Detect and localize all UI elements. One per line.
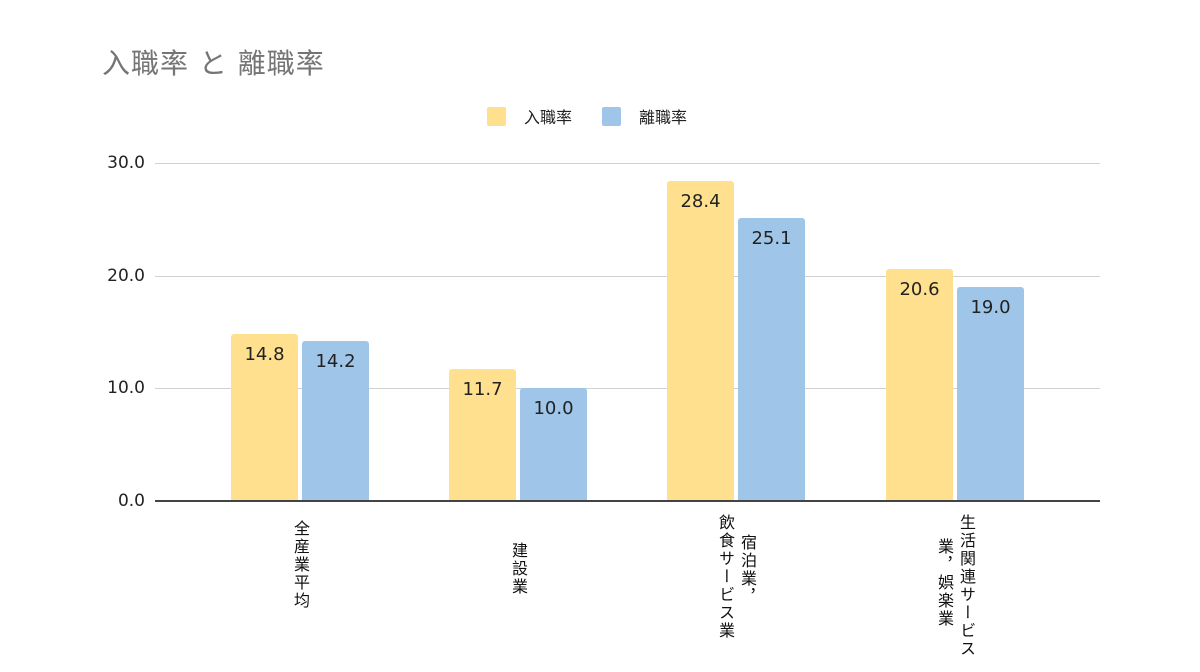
- bar-value-label: 10.0: [533, 398, 574, 419]
- bar-value-label: 14.2: [315, 351, 356, 372]
- bar-value-label: 11.7: [462, 379, 503, 400]
- legend: 入職率 離職率: [487, 104, 717, 128]
- bar[interactable]: 19.0: [957, 287, 1024, 501]
- bar-value-label: 20.6: [899, 279, 940, 300]
- x-category-label-column: 業，娯楽業: [935, 538, 954, 628]
- chart-title: 入職率 と 離職率: [102, 47, 325, 80]
- bar[interactable]: 11.7: [449, 369, 516, 501]
- x-category-label: 建設業: [509, 542, 528, 596]
- x-category-label-column: 飲食サービス業: [716, 514, 735, 640]
- legend-item-hire-rate: 入職率: [487, 104, 572, 128]
- x-category-label-column: 生活関連サービス: [957, 514, 976, 658]
- bar-value-label: 28.4: [680, 191, 721, 212]
- bar[interactable]: 28.4: [667, 181, 734, 501]
- bar[interactable]: 10.0: [520, 388, 587, 501]
- y-tick-label: 30.0: [107, 153, 145, 173]
- gridline: [155, 388, 1100, 389]
- bar[interactable]: 14.8: [231, 334, 298, 501]
- legend-swatch-hire-rate: [487, 106, 506, 126]
- x-axis-baseline: [155, 500, 1100, 502]
- x-category-label-column: 建設業: [509, 542, 528, 596]
- x-category-label: 全産業平均: [291, 520, 310, 610]
- gridline: [155, 163, 1100, 164]
- y-tick-label: 10.0: [107, 378, 145, 398]
- gridline: [155, 276, 1100, 277]
- bar[interactable]: 20.6: [886, 269, 953, 501]
- x-category-label-column: 宿泊業，: [738, 534, 757, 606]
- bar-value-label: 25.1: [751, 228, 792, 249]
- x-category-label: 生活関連サービス 業，娯楽業: [935, 514, 976, 658]
- legend-swatch-separation-rate: [602, 106, 622, 126]
- x-category-label-column: 全産業平均: [291, 520, 310, 610]
- legend-item-separation-rate: 離職率: [602, 104, 687, 128]
- legend-label: 入職率: [524, 108, 573, 127]
- bar-value-label: 14.8: [244, 344, 285, 365]
- bar[interactable]: 14.2: [302, 341, 369, 501]
- x-category-label: 宿泊業， 飲食サービス業: [716, 514, 757, 640]
- y-tick-label: 20.0: [107, 266, 145, 286]
- bar-value-label: 19.0: [970, 297, 1011, 318]
- y-tick-label: 0.0: [117, 491, 145, 511]
- bar[interactable]: 25.1: [738, 218, 805, 501]
- legend-label: 離職率: [639, 108, 688, 127]
